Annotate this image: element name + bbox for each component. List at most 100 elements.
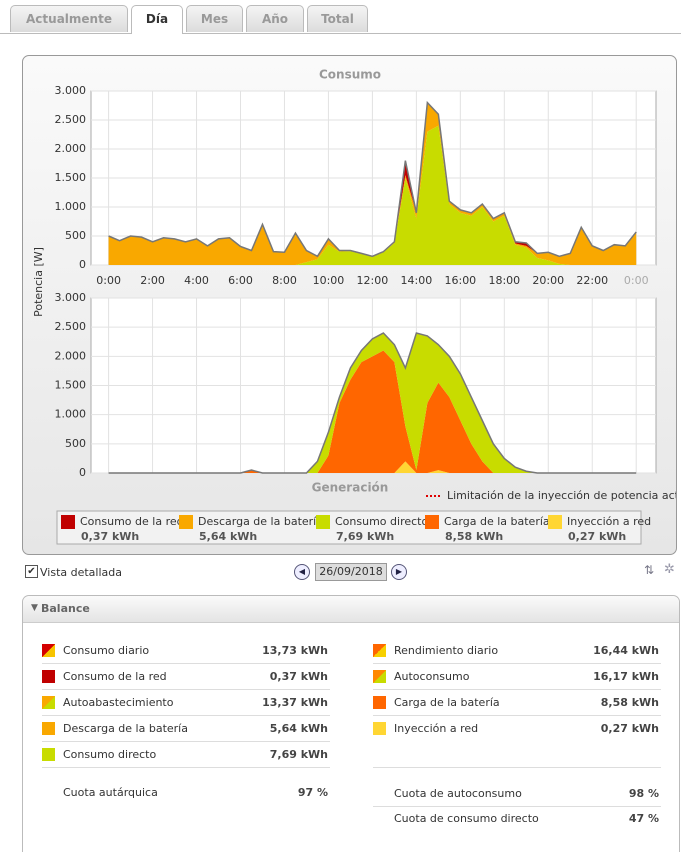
tab[interactable]: Actualmente	[10, 5, 128, 32]
y-tick-label: 3.000	[55, 84, 87, 97]
balance-row: Consumo diario 13,73 kWh	[42, 638, 330, 664]
icon	[42, 722, 55, 735]
legend-swatch	[548, 515, 562, 529]
quota-row: Cuota de consumo directo 47 %	[373, 806, 661, 831]
icon	[42, 696, 55, 709]
tab[interactable]: Total	[307, 5, 368, 32]
settings-icon[interactable]: ✲	[664, 562, 675, 577]
legend-name: Carga de la batería	[444, 515, 550, 528]
icon	[42, 644, 55, 657]
icon	[373, 670, 386, 683]
date-field[interactable]: 26/09/2018	[315, 563, 387, 581]
balance-row: Consumo de la red 0,37 kWh	[42, 664, 330, 690]
area	[108, 350, 637, 473]
label: Cuota de consumo directo	[394, 812, 539, 825]
value: 97 %	[297, 786, 328, 799]
tab[interactable]: Año	[246, 5, 304, 32]
tab-line	[0, 33, 681, 34]
balance-row: Rendimiento diario 16,44 kWh	[373, 638, 661, 664]
legend-swatch	[425, 515, 439, 529]
balance-row: Descarga de la batería 5,64 kWh	[42, 716, 330, 742]
label: Rendimiento diario	[394, 644, 499, 657]
collapse-arrow: ▼	[31, 603, 38, 613]
icon	[42, 748, 55, 761]
label: Inyección a red	[394, 722, 479, 735]
y-tick-label: 500	[65, 229, 86, 242]
x-tick-label: 10:00	[313, 274, 345, 287]
value: 16,44 kWh	[593, 644, 659, 657]
balance-row: Carga de la batería 8,58 kWh	[373, 690, 661, 716]
legend-name: Descarga de la batería	[198, 515, 323, 528]
quota-row: Cuota autárquica 97 %	[42, 780, 330, 805]
y-tick-label: 0	[79, 258, 86, 271]
label: Consumo directo	[63, 748, 157, 761]
area	[108, 102, 637, 265]
chart: Potencia [W] 0:00 2:00 4:00 6:00 8:00 10:00 12:…	[32, 68, 676, 545]
y-tick-label: 2.000	[55, 142, 87, 155]
prev-day[interactable]: ◀	[294, 564, 310, 580]
balance-row: Autoabastecimiento 13,37 kWh	[42, 690, 330, 716]
legend-total: 0,27 kWh	[568, 530, 626, 543]
x-tick-label: 12:00	[357, 274, 389, 287]
export-icon[interactable]: ⇅	[644, 563, 655, 577]
icon	[42, 670, 55, 683]
value: 13,37 kWh	[262, 696, 328, 709]
legend-name: Inyección a red	[567, 515, 651, 528]
value: 13,73 kWh	[262, 644, 328, 657]
x-tick-label: 8:00	[272, 274, 297, 287]
tab[interactable]: Mes	[186, 5, 243, 32]
value: 16,17 kWh	[593, 670, 659, 683]
value: 0,37 kWh	[269, 670, 328, 683]
label: Descarga de la batería	[63, 722, 188, 735]
chart-box: Potencia [W] 0:00 2:00 4:00 6:00 8:00 10:00 12:…	[22, 55, 677, 555]
legend-total: 5,64 kWh	[199, 530, 257, 543]
area	[108, 125, 637, 265]
quota-row: Cuota de autoconsumo 98 %	[373, 767, 661, 807]
balance-header[interactable]: ▼ Balance	[23, 596, 679, 623]
balance-title: Balance	[41, 602, 90, 615]
label: Consumo de la red	[63, 670, 167, 683]
legend-swatch	[61, 515, 75, 529]
checkbox-label: Vista detallada	[40, 566, 123, 579]
tab-active[interactable]: Día	[131, 5, 183, 34]
label: Cuota de autoconsumo	[394, 787, 522, 800]
legend-name: Consumo directo	[335, 515, 428, 528]
legend-total: 8,58 kWh	[445, 530, 503, 543]
legend-swatch	[179, 515, 193, 529]
y-tick-label: 1.000	[55, 200, 87, 213]
icon	[373, 722, 386, 735]
value: 47 %	[628, 812, 659, 825]
checkbox[interactable]: ✔	[25, 565, 38, 578]
x-tick-label: 0:00	[624, 274, 649, 287]
next-day[interactable]: ▶	[391, 564, 407, 580]
value: 5,64 kWh	[269, 722, 328, 735]
limit-label: Limitación de la inyección de potencia a…	[447, 489, 676, 502]
y-axis-label: Potencia [W]	[32, 247, 45, 317]
balance-row: Inyección a red 0,27 kWh	[373, 716, 661, 741]
x-tick-label: 2:00	[140, 274, 165, 287]
outline	[108, 332, 637, 474]
label: Carga de la batería	[394, 696, 500, 709]
x-tick-label: 6:00	[228, 274, 253, 287]
y-tick-label: 1.500	[55, 379, 87, 392]
icon	[373, 696, 386, 709]
x-tick-label: 18:00	[488, 274, 520, 287]
value: 7,69 kWh	[269, 748, 328, 761]
y-tick-label: 3.000	[55, 291, 87, 304]
y-tick-label: 2.500	[55, 113, 87, 126]
x-tick-label: 22:00	[576, 274, 608, 287]
x-tick-label: 16:00	[444, 274, 476, 287]
y-tick-label: 1.000	[55, 408, 87, 421]
value: 0,27 kWh	[600, 722, 659, 735]
chart-title: Consumo	[319, 68, 381, 82]
x-tick-label: 20:00	[532, 274, 564, 287]
label: Cuota autárquica	[63, 786, 158, 799]
y-tick-label: 500	[65, 437, 86, 450]
legend-name: Consumo de la red	[80, 515, 184, 528]
balance-row: Autoconsumo 16,17 kWh	[373, 664, 661, 690]
icon	[373, 644, 386, 657]
y-tick-label: 2.500	[55, 320, 87, 333]
balance-row: Consumo directo 7,69 kWh	[42, 742, 330, 768]
chart-title: Generación	[312, 481, 389, 495]
